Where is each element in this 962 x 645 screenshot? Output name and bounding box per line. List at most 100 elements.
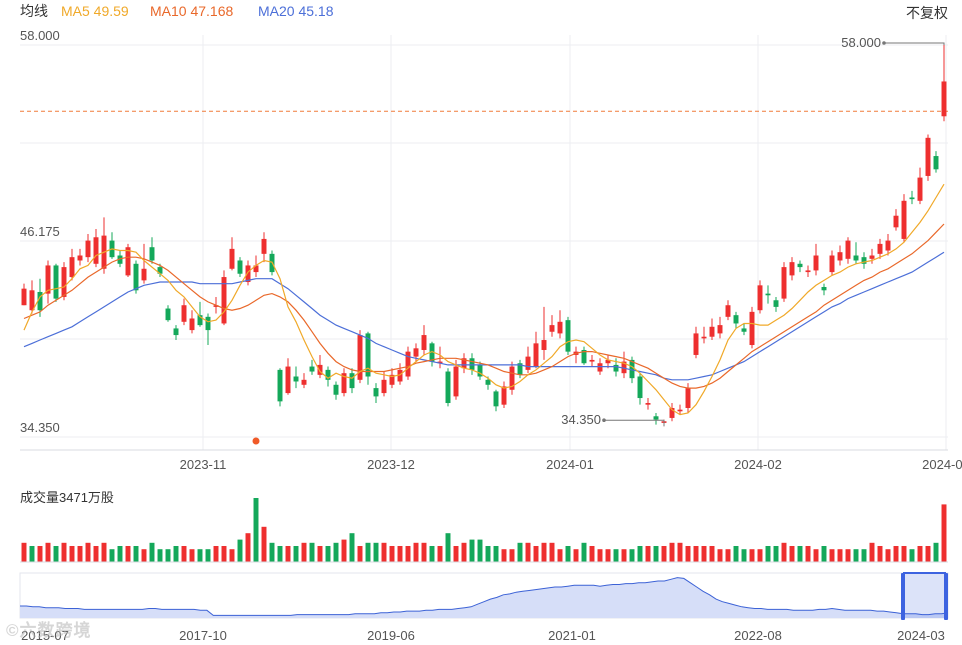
candle-body [261, 238, 267, 254]
ma10-legend[interactable]: MA10 47.168 [150, 3, 234, 19]
volume-bar [909, 549, 915, 562]
ma5-legend[interactable]: MA5 49.59 [61, 3, 129, 19]
candle-body [381, 379, 387, 394]
x-tick-label: 2024-01 [546, 457, 594, 472]
watermark-text: ©六数跨境 [6, 621, 92, 640]
volume-bar [373, 542, 379, 562]
candle-body [277, 369, 283, 402]
volume-bar [45, 542, 51, 562]
volume-bar [349, 533, 355, 562]
candle-body [901, 200, 907, 239]
volume-bar [853, 549, 859, 562]
candle-body [349, 373, 355, 389]
volume-bar [669, 542, 675, 562]
candle-body [605, 359, 611, 364]
volume-bar [605, 549, 611, 562]
volume-bar [229, 549, 235, 562]
candle-body [141, 268, 147, 281]
candle-body [245, 265, 251, 283]
candle-body [509, 366, 515, 390]
volume-bar [493, 546, 499, 562]
navigator-tick-label: 2024-03 [897, 628, 945, 643]
candle-body [701, 336, 707, 339]
volume-bar [21, 542, 27, 562]
volume-bar [245, 533, 251, 562]
volume-bar [901, 546, 907, 562]
candle-body [549, 325, 555, 332]
candle-body [197, 315, 203, 326]
adjust-toggle[interactable]: 不复权 [906, 5, 948, 21]
volume-bar [717, 549, 723, 562]
volume-bar [61, 542, 67, 562]
volume-bar [101, 542, 107, 562]
candle-body [645, 403, 651, 405]
volume-bar [277, 546, 283, 562]
volume-bar [517, 542, 523, 562]
candle-body [221, 277, 227, 324]
candle-body [237, 260, 243, 274]
volume-bar [77, 546, 83, 562]
candle-body [829, 255, 835, 273]
volume-bar [845, 549, 851, 562]
candle-body [845, 240, 851, 259]
x-tick-label: 2024-02 [734, 457, 782, 472]
volume-bar [565, 546, 571, 562]
volume-bar [109, 549, 115, 562]
candle-body [669, 407, 675, 418]
volume-bar [469, 539, 475, 562]
volume-bar [773, 546, 779, 562]
candle-body [389, 374, 395, 385]
volume-bar [125, 546, 131, 562]
candle-body [477, 364, 483, 377]
volume-bar [293, 546, 299, 562]
volume-bar [653, 546, 659, 562]
candle-body [629, 359, 635, 379]
event-marker [252, 437, 260, 445]
candle-body [317, 364, 323, 375]
x-tick-label: 2023-11 [180, 457, 227, 472]
volume-bar [93, 546, 99, 562]
min-price-label: 34.350 [561, 412, 601, 427]
candle-body [613, 364, 619, 372]
volume-bar [85, 542, 91, 562]
volume-bar [837, 549, 843, 562]
ma20-legend[interactable]: MA20 45.18 [258, 3, 334, 19]
candle-body [653, 416, 659, 420]
volume-bar [677, 542, 683, 562]
volume-bar [589, 546, 595, 562]
candle-body [941, 81, 947, 117]
volume-bar [381, 542, 387, 562]
volume-bar [629, 549, 635, 562]
candle-body [253, 265, 259, 273]
volume-bar [925, 546, 931, 562]
volume-bar [509, 549, 515, 562]
volume-bar [445, 533, 451, 562]
candle-body [413, 348, 419, 357]
candle-body [165, 308, 171, 321]
volume-bar [917, 546, 923, 562]
candle-body [805, 270, 811, 273]
volume-bar [485, 546, 491, 562]
volume-bar [933, 542, 939, 562]
volume-bar [701, 546, 707, 562]
max-price-label: 58.000 [841, 35, 881, 50]
ma20-line [23, 251, 945, 381]
ma5-line [23, 183, 945, 416]
candle-body [341, 373, 347, 394]
volume-bar [317, 546, 323, 562]
x-tick-label: 2023-12 [367, 457, 415, 472]
candle-body [853, 255, 859, 261]
candle-body [461, 358, 467, 369]
volume-bar [397, 546, 403, 562]
candle-body [909, 197, 915, 200]
volume-bar [149, 542, 155, 562]
volume-bar [141, 549, 147, 562]
candle-body [301, 379, 307, 385]
candle-body [21, 288, 27, 306]
candle-body [837, 252, 843, 261]
candle-body [621, 361, 627, 374]
candle-body [877, 243, 883, 254]
navigator-handle-right [944, 573, 948, 620]
volume-bar [877, 546, 883, 562]
